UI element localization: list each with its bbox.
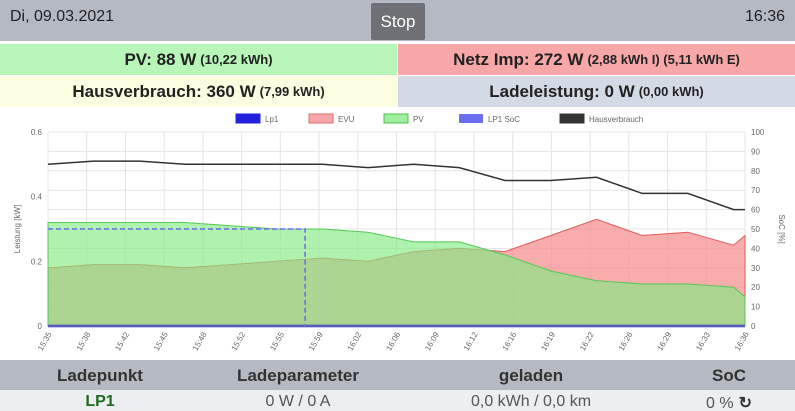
stop-button[interactable]: Stop xyxy=(371,3,425,40)
legend-label-2: PV xyxy=(413,115,424,124)
x-tick-label-15: 16:26 xyxy=(617,330,635,352)
y-tick-label-1: 0.2 xyxy=(31,257,43,266)
x-tick-label-12: 16:16 xyxy=(501,330,519,352)
legend-swatch-3 xyxy=(459,114,483,123)
x-tick-label-8: 16:02 xyxy=(346,330,364,352)
y-tick-label-2: 0.4 xyxy=(31,193,43,202)
legend-swatch-2 xyxy=(383,113,409,124)
x-tick-label-16: 16:29 xyxy=(655,330,673,352)
x-tick-label-9: 16:06 xyxy=(384,330,402,352)
power-chart: Lp1 EVU PV LP1 SoC Hausverbrauch 0 0.2 0.4 0.6 0… xyxy=(13,113,786,352)
x-tick-label-11: 16:12 xyxy=(462,330,480,352)
legend-label-4: Hausverbrauch xyxy=(589,115,643,124)
clock-label: 16:36 xyxy=(744,8,785,25)
y2-tick-label-9: 90 xyxy=(751,147,760,156)
legend-swatch-0 xyxy=(235,113,261,124)
table-row[interactable]: LP1 0 W / 0 A 0,0 kWh / 0,0 km 0 % ↻ xyxy=(0,390,795,411)
y2-tick-label-6: 60 xyxy=(751,206,760,215)
x-tick-label-6: 15:55 xyxy=(268,330,286,352)
x-tick-label-14: 16:22 xyxy=(578,330,596,352)
y-tick-label-0: 0 xyxy=(38,322,43,331)
x-tick-label-10: 16:09 xyxy=(423,330,441,352)
soc-cell: 0 % ↻ xyxy=(706,393,752,411)
charge-energy: (0,00 kWh) xyxy=(638,84,704,99)
charged-amount: 0,0 kWh / 0,0 km xyxy=(470,393,592,410)
house-summary: Hausverbrauch: 360 W (7,99 kWh) xyxy=(0,76,397,107)
header-ladepunkt: Ladepunkt xyxy=(57,366,143,385)
soc-value: 0 % xyxy=(706,395,734,411)
grid-energy: (2,88 kWh I) (5,11 kWh E) xyxy=(587,52,740,67)
x-tick-label-3: 15:45 xyxy=(152,330,170,352)
x-tick-label-0: 15:35 xyxy=(36,330,54,352)
lp1-soc-line xyxy=(48,228,306,326)
x-tick-label-2: 15:42 xyxy=(113,330,131,352)
chargepoint-name[interactable]: LP1 xyxy=(85,393,115,410)
legend-swatch-4 xyxy=(559,113,585,124)
x-tick-label-17: 16:33 xyxy=(694,330,712,352)
x-tick-label-4: 15:48 xyxy=(191,330,209,352)
x-tick-label-5: 15:52 xyxy=(230,330,248,352)
y2-tick-label-4: 40 xyxy=(751,244,760,253)
header-ladeparameter: Ladeparameter xyxy=(237,366,359,385)
x-tick-label-13: 16:19 xyxy=(539,330,557,352)
x-tick-label-18: 16:36 xyxy=(733,330,751,352)
x-tick-label-7: 15:59 xyxy=(307,330,325,352)
y2-tick-label-1: 10 xyxy=(751,303,760,312)
legend-label-1: EVU xyxy=(338,115,355,124)
legend-label-3: LP1 SoC xyxy=(488,115,520,124)
y2-tick-label-10: 100 xyxy=(751,128,765,137)
legend-label-0: Lp1 xyxy=(265,115,279,124)
charge-power: Ladeleistung: 0 W xyxy=(489,81,635,101)
reload-icon[interactable]: ↻ xyxy=(738,395,752,411)
house-energy: (7,99 kWh) xyxy=(259,84,325,99)
charge-summary: Ladeleistung: 0 W (0,00 kWh) xyxy=(398,76,795,107)
top-bar: Di, 09.03.2021 Stop 16:36 xyxy=(0,0,795,41)
header-soc: SoC xyxy=(712,366,746,385)
y2-tick-label-2: 20 xyxy=(751,283,760,292)
y2-tick-label-3: 30 xyxy=(751,264,760,273)
y2-tick-label-8: 80 xyxy=(751,167,760,176)
chargepoint-table: Ladepunkt Ladeparameter geladen SoC LP1 … xyxy=(0,360,795,411)
pv-power: PV: 88 W xyxy=(124,49,197,69)
charge-parameters: 0 W / 0 A xyxy=(265,393,331,410)
pv-summary: PV: 88 W (10,22 kWh) xyxy=(0,44,397,75)
y2-tick-label-5: 50 xyxy=(751,225,760,234)
table-header: Ladepunkt Ladeparameter geladen SoC xyxy=(0,360,795,390)
date-label: Di, 09.03.2021 xyxy=(10,8,115,25)
grid-power: Netz Imp: 272 W xyxy=(453,49,584,69)
y-tick-label-3: 0.6 xyxy=(31,128,43,137)
pv-area xyxy=(47,222,746,327)
hausverbrauch-line xyxy=(47,160,745,211)
y2-tick-label-0: 0 xyxy=(751,322,756,331)
y-axis-label: Leistung [kW] xyxy=(13,205,22,253)
y2-tick-label-7: 70 xyxy=(751,186,760,195)
house-power: Hausverbrauch: 360 W xyxy=(72,81,256,101)
grid-summary: Netz Imp: 272 W (2,88 kWh I) (5,11 kWh E… xyxy=(398,44,795,75)
x-tick-label-1: 15:38 xyxy=(75,330,93,352)
chart-areas xyxy=(47,218,746,327)
header-geladen: geladen xyxy=(498,366,564,385)
pv-energy: (10,22 kWh) xyxy=(200,52,273,67)
legend-swatch-1 xyxy=(308,113,334,124)
y2-axis-label: SoC [%] xyxy=(777,214,786,243)
chart-legend: Lp1 EVU PV LP1 SoC Hausverbrauch xyxy=(235,113,643,124)
